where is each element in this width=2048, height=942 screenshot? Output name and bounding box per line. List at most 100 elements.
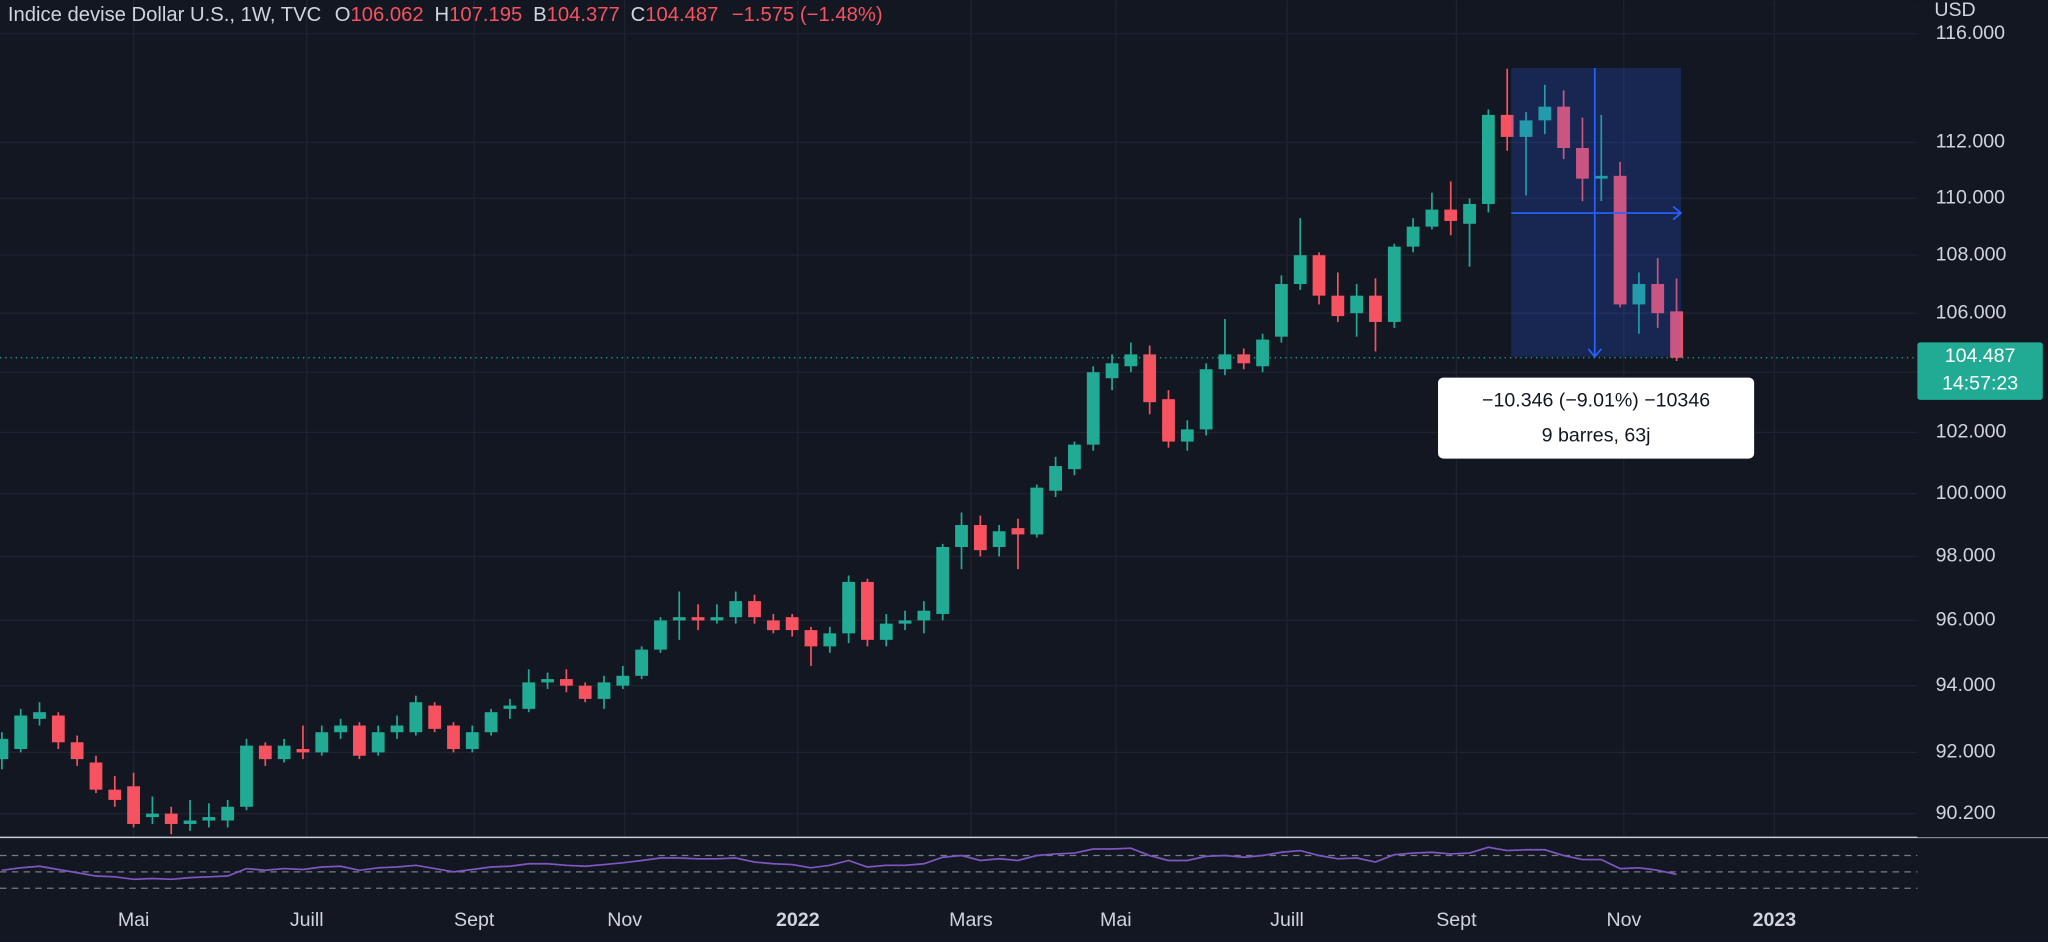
candle-body: [861, 581, 874, 640]
candle-body: [428, 705, 442, 729]
candle-body: [1538, 106, 1552, 121]
candle-body: [1519, 120, 1533, 137]
candle-body: [33, 712, 46, 719]
y-tick-label: 112.000: [1936, 131, 2005, 153]
x-tick-label: Juill: [290, 909, 324, 931]
candle-body: [766, 620, 780, 631]
candle-body: [804, 630, 818, 647]
candle-body: [578, 685, 592, 699]
candle-body: [70, 742, 84, 760]
countdown: 14:57:23: [1942, 372, 2018, 394]
candle-body: [917, 610, 931, 621]
candle-body: [973, 524, 987, 551]
measure-label: −10.346 (−9.01%) −10346: [1482, 389, 1710, 411]
candle-body: [1180, 429, 1194, 442]
candle-body: [352, 725, 366, 756]
x-tick-label: 2023: [1753, 909, 1797, 931]
candle-body: [1425, 209, 1439, 227]
x-tick-label: Nov: [607, 909, 642, 931]
x-tick-label: Mai: [118, 909, 150, 931]
candle-body: [1613, 175, 1627, 305]
candle-body: [654, 620, 667, 650]
candle-body: [484, 712, 498, 733]
candle-body: [936, 546, 950, 614]
candle-body: [277, 745, 291, 760]
y-tick-label: 102.000: [1936, 421, 2007, 443]
candle-body: [1312, 255, 1326, 296]
candle-body: [1068, 444, 1081, 470]
candle-body: [955, 524, 968, 547]
last-price-box: [1917, 342, 2043, 400]
measure-label-box: [1438, 377, 1755, 459]
candle-body: [1632, 284, 1646, 305]
candle-body: [559, 679, 573, 686]
x-tick-label: Sept: [1436, 909, 1477, 931]
candle-body: [1124, 354, 1138, 367]
candle-body: [51, 715, 65, 743]
candle-body: [1049, 466, 1062, 491]
candle-body: [1105, 363, 1119, 379]
candle-body: [447, 725, 460, 750]
candle-body: [240, 745, 253, 807]
candle-body: [1444, 209, 1458, 221]
x-tick-label: Nov: [1606, 909, 1641, 931]
candle-body: [1387, 246, 1401, 322]
candle-body: [202, 817, 216, 821]
candle-body: [1557, 106, 1571, 148]
candle-body: [14, 715, 28, 750]
candle-body: [541, 679, 554, 683]
candle-body: [258, 745, 272, 760]
candle-body: [672, 617, 686, 621]
candle-body: [334, 725, 347, 733]
candle-body: [164, 813, 178, 824]
candle-body: [1481, 114, 1495, 204]
candle-body: [597, 682, 611, 699]
candle-body: [409, 702, 423, 733]
candle-body: [992, 531, 1006, 547]
legend-value: 104.487: [645, 4, 718, 26]
candle-body: [1274, 284, 1288, 337]
candle-body: [729, 601, 743, 618]
x-tick-label: 2022: [776, 909, 820, 931]
candle-body: [1670, 311, 1683, 358]
y-tick-label: 96.000: [1936, 609, 1996, 631]
candle-body: [1086, 372, 1100, 445]
candle-body: [785, 617, 799, 631]
candle-body: [0, 738, 9, 760]
candle-body: [146, 813, 159, 818]
x-tick-label: Juill: [1270, 909, 1304, 931]
candle-body: [127, 786, 140, 824]
y-tick-label: 92.000: [1936, 741, 1996, 763]
candle-body: [221, 806, 235, 821]
measure-arrowhead: [1587, 348, 1602, 359]
candle-body: [748, 601, 761, 618]
candle-body: [1463, 203, 1476, 224]
axis-header: [1917, 0, 2048, 24]
price-axis: [1917, 0, 2048, 838]
y-tick-label: 90.200: [1936, 802, 1996, 824]
candle-body: [1030, 487, 1044, 535]
candle-body: [89, 762, 103, 790]
candle-body: [898, 620, 912, 624]
measure-arrowhead: [1672, 205, 1683, 221]
candle-body: [616, 675, 630, 686]
chart-title: Indice devise Dollar U.S., 1W, TVC: [8, 4, 321, 26]
rsi-line: [1, 846, 1677, 881]
y-tick-label: 110.000: [1936, 186, 2005, 208]
candle-body: [879, 623, 893, 640]
y-tick-label: 100.000: [1936, 482, 2007, 504]
candle-body: [1143, 354, 1157, 403]
candle-body: [635, 649, 649, 676]
candle-body: [108, 789, 122, 800]
x-axis: Mai Juill Sept Nov 2022 Mars Mai Juill Sept Nov 20…: [118, 909, 1796, 931]
candle-body: [1162, 399, 1175, 442]
x-tick-label: Mai: [1100, 909, 1132, 931]
candle-body: [842, 581, 856, 634]
legend-value: 106.062: [350, 4, 423, 26]
candle-body: [1350, 295, 1364, 314]
legend: Indice devise Dollar U.S., 1W, TVC O106.…: [8, 4, 883, 26]
candle-body: [315, 732, 329, 753]
